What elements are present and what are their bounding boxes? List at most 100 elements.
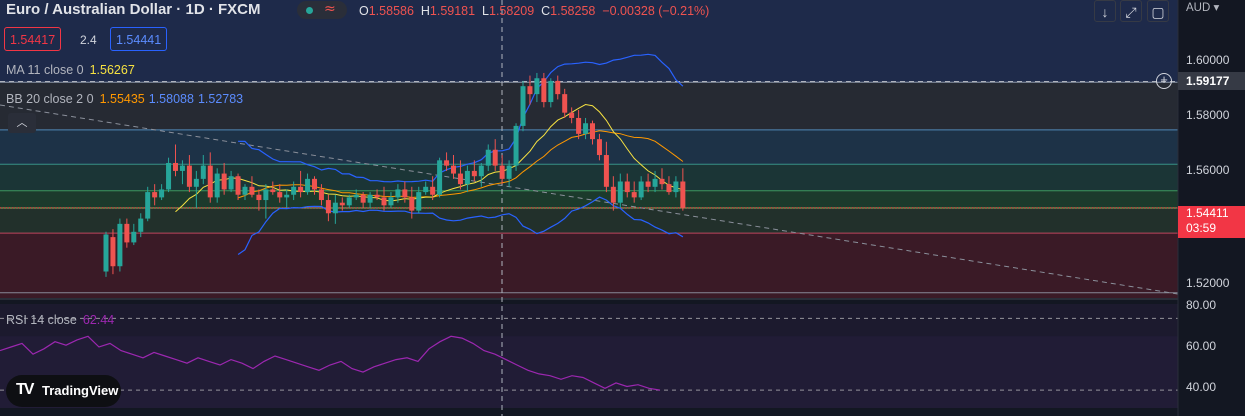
chevron-down-icon: ▾ (1213, 2, 1220, 14)
market-status-pill[interactable]: ≈ (297, 1, 347, 19)
candle-body (318, 189, 324, 201)
candle-body (298, 186, 304, 193)
candle-body (117, 223, 123, 267)
wave-icon: ≈ (324, 1, 336, 17)
candle-body (583, 123, 589, 134)
chevron-up-icon[interactable]: ︿ (8, 113, 36, 133)
candle-body (193, 178, 199, 187)
ma-label: MA 11 close 0 (6, 63, 84, 77)
candle-body (590, 123, 595, 140)
candle-body (562, 94, 568, 113)
candle-body (228, 176, 234, 190)
candle-body (513, 125, 519, 166)
camera-icon[interactable]: ▢ (1147, 0, 1169, 22)
bb-label: BB 20 close 2 0 (6, 92, 94, 106)
candle-body (291, 186, 297, 195)
ohlc-open-value: 1.58586 (368, 4, 414, 18)
candle-body (256, 194, 262, 201)
candle-body (242, 186, 248, 195)
brand-name: TradingView (42, 383, 119, 398)
candle-body (506, 165, 512, 179)
bb-legend[interactable]: BB 20 close 2 0 1.55435 1.58088 1.52783 (6, 92, 243, 106)
candle-body (492, 149, 498, 166)
symbol-title[interactable]: Euro / Australian Dollar · 1D · FXCM (6, 1, 261, 18)
bb-upper-value: 1.58088 (148, 92, 194, 106)
ma-line (175, 103, 684, 213)
price-tick-label: 1.56000 (1186, 163, 1230, 177)
ohlc-change: −0.00328 (−0.21%) (602, 4, 710, 18)
candle-body (270, 189, 276, 193)
rsi-band (0, 336, 1178, 408)
ohlc-low-value: 1.58209 (489, 4, 535, 18)
price-tick-label: 1.58000 (1186, 108, 1230, 122)
bar-countdown: 03:59 (1186, 221, 1217, 235)
candle-body (186, 165, 192, 187)
candle-body (499, 165, 505, 179)
candle-body (478, 165, 484, 177)
candle-body (367, 194, 373, 203)
tradingview-logo-icon: TV (16, 381, 35, 398)
candle-body (617, 181, 623, 203)
buy-button[interactable]: 1.54441 (110, 27, 168, 51)
candle-body (631, 192, 637, 198)
ohlc-high-value: 1.59181 (429, 4, 476, 18)
candle-body (464, 170, 470, 185)
candle-body (325, 200, 331, 214)
trend-line (0, 104, 1179, 295)
arrow-down-icon[interactable]: ↓ (1094, 0, 1116, 22)
candle-body (277, 192, 283, 198)
candle-body (673, 181, 679, 193)
candle-body (145, 192, 151, 219)
candle-body (166, 162, 172, 190)
candle-body (548, 80, 554, 103)
candle-body (680, 181, 686, 208)
candle-body (103, 234, 109, 272)
candle-body (138, 218, 144, 232)
ma-legend[interactable]: MA 11 close 0 1.56267 (6, 63, 135, 77)
candle-body (423, 186, 429, 193)
dot-icon (306, 7, 313, 14)
candle-body (214, 173, 220, 198)
candle-body (131, 231, 137, 243)
candle-body (159, 189, 165, 198)
ma-value: 1.56267 (89, 63, 135, 77)
candle-body (603, 155, 609, 187)
candle-body (444, 160, 450, 166)
ohlc-high-key: H (420, 4, 430, 18)
candle-body (200, 165, 206, 179)
candle-body (173, 162, 178, 171)
candle-body (596, 139, 602, 156)
sell-button[interactable]: 1.54417 (4, 27, 62, 51)
rsi-legend[interactable]: RSI 14 close 62.44 (6, 313, 114, 327)
candle-body (541, 78, 547, 103)
candle-body (395, 189, 401, 198)
candle-body (471, 170, 477, 177)
candle-body (409, 197, 415, 211)
bb-lower-line (237, 196, 684, 255)
candle-body (527, 86, 533, 95)
candle-body (638, 181, 644, 198)
candle-body (416, 192, 422, 211)
bb-lower-value: 1.52783 (197, 92, 244, 106)
ohlc-close-value: 1.58258 (550, 4, 596, 18)
expand-icon[interactable]: ⤢ (1120, 0, 1142, 22)
candle-body (312, 178, 317, 190)
candle-body (305, 178, 311, 193)
currency-selector[interactable]: AUD ▾ (1186, 0, 1219, 14)
candle-body (346, 197, 352, 206)
currency-label: AUD (1186, 2, 1211, 14)
candle-body (179, 165, 185, 171)
candle-body (221, 173, 227, 190)
tradingview-logo[interactable]: TV TradingView (6, 375, 121, 407)
candle-body (388, 197, 394, 206)
ohlc-readout: O1.58586 H1.59181 L1.58209 C1.58258 −0.0… (359, 4, 709, 18)
candle-body (610, 186, 616, 203)
candle-body (430, 186, 436, 195)
candle-body (402, 189, 408, 198)
plus-circle-icon[interactable]: + (1156, 73, 1172, 89)
candle-body (332, 202, 338, 214)
candle-body (235, 176, 241, 195)
bb-basis-value: 1.55435 (99, 92, 145, 106)
